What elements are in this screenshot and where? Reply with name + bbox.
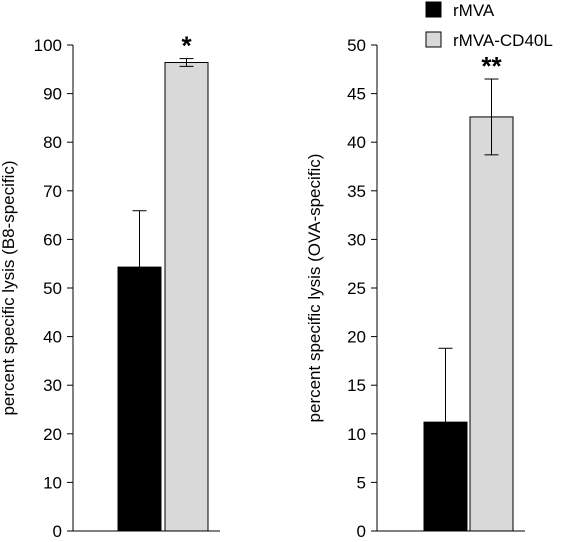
- significance-marker: **: [481, 51, 502, 81]
- significance-marker: *: [181, 31, 192, 61]
- y-tick-label: 100: [34, 36, 62, 55]
- y-tick-label: 25: [347, 279, 366, 298]
- y-tick-label: 30: [347, 230, 366, 249]
- y-tick-label: 40: [347, 133, 366, 152]
- y-tick-label: 10: [43, 473, 62, 492]
- y-tick-label: 20: [347, 328, 366, 347]
- bar-rmva-cd40l: [469, 116, 514, 532]
- y-axis-title: percent specific lysis (OVA-specific): [305, 154, 324, 423]
- y-tick-label: 35: [347, 182, 366, 201]
- y-tick-label: 50: [43, 279, 62, 298]
- legend-label-rmva-cd40l: rMVA-CD40L: [453, 31, 553, 50]
- y-tick-label: 40: [43, 328, 62, 347]
- y-tick-label: 20: [43, 425, 62, 444]
- legend-swatch-rmva: [425, 1, 442, 18]
- chart-ova-specific: 0 5 10 15 20 25 30 35 40 45 50 percent specific lys…: [305, 36, 525, 541]
- y-tick-label: 50: [347, 36, 366, 55]
- y-tick-label: 15: [347, 376, 366, 395]
- y-tick-label: 30: [43, 376, 62, 395]
- y-tick-label: 60: [43, 230, 62, 249]
- bar-rmva-cd40l: [164, 61, 209, 532]
- y-tick-label: 90: [43, 85, 62, 104]
- y-tick-label: 10: [347, 425, 366, 444]
- y-tick-label: 0: [53, 522, 62, 541]
- y-tick-label: 70: [43, 182, 62, 201]
- legend-label-rmva: rMVA: [453, 1, 495, 20]
- y-tick-label: 0: [357, 522, 366, 541]
- y-tick-label: 45: [347, 85, 366, 104]
- chart-b8-specific: 0 10 20 30 40 50 60 70 80 90 100 percent specific l…: [0, 31, 220, 541]
- legend-swatch-rmva-cd40l: [425, 31, 442, 48]
- y-tick-label: 5: [357, 473, 366, 492]
- y-tick-label: 80: [43, 133, 62, 152]
- y-axis-title: percent specific lysis (B8-specific): [0, 160, 18, 415]
- legend: rMVA rMVA-CD40L: [425, 1, 553, 50]
